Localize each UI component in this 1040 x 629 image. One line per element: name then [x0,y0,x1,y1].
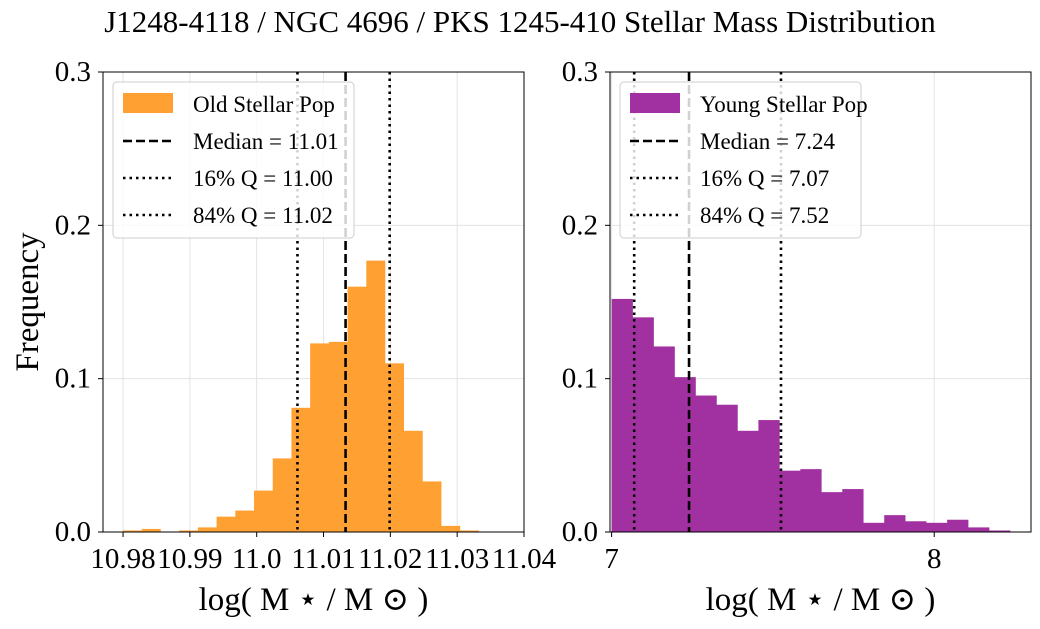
young-bar [716,404,738,532]
young-bar [968,527,990,532]
old-bar [254,490,274,532]
x-tick-label: 7 [604,543,619,575]
old-bar [403,430,423,532]
young-bar [737,430,759,532]
old-bar [123,530,143,532]
old-bar [328,341,348,532]
young-bar [821,492,843,532]
legend-box [112,81,355,239]
y-tick-label: 0.3 [55,56,91,88]
young-bar [779,470,801,532]
young-bar [632,317,654,532]
y-tick-label: 0.2 [562,209,598,241]
old-bar [216,516,236,532]
x-tick-label: 11.02 [358,543,422,575]
x-axis-label: log( M ⋆ / M ⊙ ) [706,582,936,618]
y-tick-label: 0.0 [562,516,598,548]
x-tick-label: 11.01 [291,543,355,575]
old-bar [197,527,217,532]
legend-label: 16% Q = 7.07 [700,166,829,191]
old-bar [141,528,161,532]
legend: Old Stellar Pop Median = 11.01 16% Q = 11.… [112,81,355,239]
x-tick-label: 10.99 [157,543,222,575]
legend-label: Young Stellar Pop [700,92,868,117]
young-bar [884,515,906,532]
legend-label: Old Stellar Pop [193,92,335,117]
axes-frame [102,71,525,533]
old-bar [235,510,255,532]
y-tick-label: 0.1 [562,363,598,395]
young-bar [926,522,948,532]
young-bar [842,489,864,532]
x-tick-label: 11.0 [232,543,282,575]
old-bar [459,530,479,532]
young-bar [947,519,969,532]
y-tick-label: 0.2 [55,209,91,241]
y-tick-label: 0.1 [55,363,91,395]
legend-swatch [630,93,680,113]
old-bar [366,260,386,532]
young-bar [611,298,633,532]
old-bar [347,286,367,532]
figure-title: J1248-4118 / NGC 4696 / PKS 1245-410 Ste… [104,4,936,39]
x-tick-label: 8 [927,543,942,575]
young-bar [800,469,822,532]
legend-label: Median = 7.24 [700,129,835,154]
x-tick-label: 10.98 [90,543,155,575]
legend-box [619,81,862,239]
legend-label: 84% Q = 11.02 [193,203,333,228]
legend-label: 16% Q = 11.00 [193,166,333,191]
x-tick-label: 11.04 [492,543,557,575]
y-tick-label: 0.0 [55,516,91,548]
y-tick-label: 0.3 [562,56,598,88]
young-panel: 7 8 0.0 0.1 0.2 0.3 log( M ⋆ / M ⊙ ) Young Stel… [562,56,1032,618]
old-bar [385,363,405,532]
old-bar [272,458,292,532]
old-bar [441,525,461,532]
legend: Young Stellar Pop Median = 7.24 16% Q = 7.… [619,81,868,239]
axes-frame [609,71,1032,533]
young-bar [758,420,780,532]
old-bar [179,530,199,532]
young-bar [695,395,717,532]
legend-swatch [123,93,173,113]
x-tick-label: 11.03 [425,543,489,575]
young-bar [989,530,1011,532]
legend-label: Median = 11.01 [193,129,339,154]
young-bar [674,377,696,532]
old-panel: 10.98 10.99 11.0 11.01 11.02 11.03 11.04 0.0 0.1… [10,56,557,618]
young-bar [905,521,927,532]
x-axis-label: log( M ⋆ / M ⊙ ) [199,582,429,618]
legend-label: 84% Q = 7.52 [700,203,829,228]
old-bar [422,481,442,532]
young-bar [653,346,675,532]
y-axis-label: Frequency [10,232,46,372]
old-bar [310,343,330,532]
young-bar [863,522,885,532]
old-bar [291,407,311,532]
